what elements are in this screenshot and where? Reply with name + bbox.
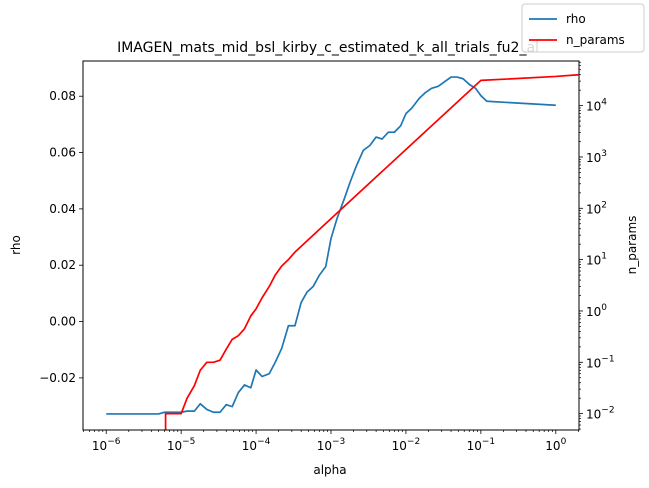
y2-tick-label: 102: [586, 200, 607, 216]
y-axis-title: rho: [9, 235, 23, 255]
series-line-rho: [106, 76, 556, 415]
y2-tick-label: 10−2: [586, 406, 615, 422]
x-tick-label: 10−4: [242, 437, 271, 453]
legend: rho n_params: [521, 3, 645, 53]
x-tick-label: 10−6: [92, 437, 121, 453]
y-tick-label: −0.02: [39, 371, 76, 385]
y-tick-label: 0.00: [49, 315, 76, 329]
series-line-n-params: [164, 73, 579, 430]
y2-tick-label: 100: [586, 303, 607, 319]
chart-title: IMAGEN_mats_mid_bsl_kirby_c_estimated_k_…: [117, 40, 539, 56]
y2-tick-label: 103: [586, 149, 607, 165]
y-tick-label: 0.08: [49, 89, 76, 103]
x-tick-label: 10−1: [467, 437, 496, 453]
x-tick-label: 10−3: [317, 437, 346, 453]
y2-tick-label: 101: [586, 252, 607, 268]
legend-label-n-params: n_params: [566, 33, 625, 47]
x-axis-title: alpha: [313, 463, 346, 477]
x-axis-ticks: 10−6 10−5 10−4 10−3 10−2 10−1 100: [83, 430, 579, 453]
legend-label-rho: rho: [566, 12, 586, 26]
x-tick-label: 10−5: [167, 437, 196, 453]
y-tick-label: 0.02: [49, 258, 76, 272]
x-tick-label: 100: [545, 437, 566, 453]
y2-axis-ticks: 10−2 10−1 100 101 102 103 104: [579, 61, 615, 430]
y-tick-label: 0.06: [49, 146, 76, 160]
y-tick-label: 0.04: [49, 202, 76, 216]
y2-tick-label: 104: [586, 98, 607, 114]
x-tick-label: 10−2: [392, 437, 421, 453]
y2-tick-label: 10−1: [586, 354, 615, 370]
y2-axis-title: n_params: [625, 216, 639, 275]
series-layer: [106, 73, 579, 430]
y-axis-ticks: −0.02 0.00 0.02 0.04 0.06 0.08: [39, 89, 83, 385]
